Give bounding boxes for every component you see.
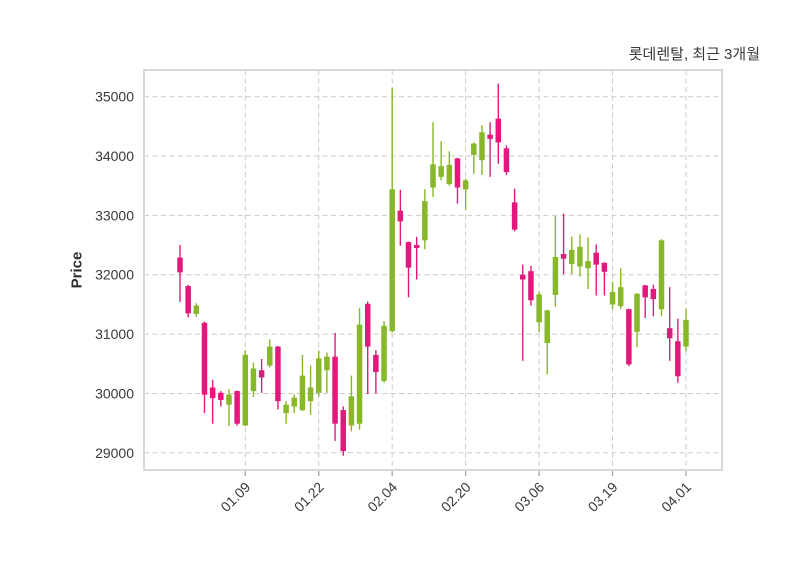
candle-up bbox=[438, 166, 444, 177]
candle-down bbox=[650, 288, 657, 300]
chart-title: 롯데렌탈, 최근 3개월 bbox=[628, 46, 760, 63]
x-tick-label: 04.01 bbox=[658, 479, 694, 515]
candle-down bbox=[528, 271, 534, 301]
candle-up bbox=[536, 294, 542, 323]
candle-down bbox=[675, 341, 681, 377]
candle-up bbox=[242, 354, 249, 426]
candle-down bbox=[234, 391, 240, 424]
candle-up bbox=[471, 143, 477, 155]
candle-up bbox=[683, 319, 689, 347]
candle-down bbox=[177, 257, 183, 273]
candle-down bbox=[332, 356, 338, 424]
candle-down bbox=[185, 286, 191, 314]
candle-down bbox=[560, 253, 567, 259]
candle-down bbox=[601, 262, 608, 272]
candle-down bbox=[487, 134, 493, 139]
candle-up bbox=[585, 261, 591, 269]
candle-up bbox=[658, 240, 665, 310]
candle-up bbox=[324, 356, 330, 371]
y-tick-label: 33000 bbox=[95, 207, 134, 223]
candle-up bbox=[577, 246, 583, 267]
x-tick-label: 02.20 bbox=[438, 479, 474, 515]
candle-up bbox=[348, 396, 355, 426]
candle-down bbox=[666, 328, 673, 339]
candle-down bbox=[218, 392, 224, 400]
candle-down bbox=[364, 303, 371, 347]
candle-up bbox=[307, 387, 314, 402]
candle-up bbox=[283, 404, 289, 414]
candle-down bbox=[275, 346, 281, 402]
candle-up bbox=[568, 249, 575, 265]
candle-up bbox=[291, 397, 298, 407]
candle-down bbox=[413, 245, 420, 249]
candle-down bbox=[642, 285, 648, 298]
x-tick-label: 03.06 bbox=[511, 479, 547, 515]
candle-down bbox=[201, 322, 208, 395]
x-tick-label: 02.04 bbox=[364, 479, 400, 515]
candle-up bbox=[430, 164, 436, 188]
y-tick-label: 35000 bbox=[95, 89, 134, 105]
candle-down bbox=[511, 202, 518, 230]
candle-up bbox=[267, 346, 273, 366]
plot-frame bbox=[143, 69, 723, 471]
candle-up bbox=[479, 132, 485, 161]
y-tick-label: 29000 bbox=[95, 445, 134, 461]
candle-down bbox=[258, 370, 265, 378]
candle-down bbox=[397, 210, 404, 222]
candle-up bbox=[315, 358, 322, 393]
candle-up bbox=[422, 201, 428, 241]
y-tick-label: 32000 bbox=[95, 267, 134, 283]
candle-down bbox=[495, 118, 502, 143]
candle-up bbox=[552, 256, 559, 295]
candle-up bbox=[193, 305, 200, 314]
y-tick-label: 30000 bbox=[95, 385, 134, 401]
candle-down bbox=[373, 354, 379, 373]
candle-up bbox=[462, 180, 469, 190]
candle-up bbox=[299, 375, 306, 411]
x-tick-label: 03.19 bbox=[585, 479, 621, 515]
candle-up bbox=[381, 325, 387, 381]
candle-up bbox=[609, 291, 616, 305]
candle-down bbox=[593, 252, 599, 265]
candle-down bbox=[520, 274, 526, 280]
candle-up bbox=[544, 310, 551, 343]
candle-down bbox=[209, 387, 216, 399]
candle-up bbox=[226, 394, 232, 405]
candle-up bbox=[617, 287, 624, 307]
candle-up bbox=[446, 164, 453, 184]
candle-down bbox=[626, 309, 632, 365]
candle-up bbox=[250, 368, 257, 392]
candle-down bbox=[340, 410, 346, 452]
candle-up bbox=[356, 324, 363, 424]
x-tick-label: 01.09 bbox=[217, 479, 253, 515]
candle-down bbox=[405, 242, 412, 268]
candle-down bbox=[503, 148, 510, 173]
y-tick-label: 31000 bbox=[95, 326, 134, 342]
candle-up bbox=[634, 293, 640, 332]
y-tick-label: 34000 bbox=[95, 148, 134, 164]
x-tick-label: 01.22 bbox=[291, 479, 327, 515]
candle-up bbox=[389, 189, 395, 332]
candle-down bbox=[454, 158, 461, 188]
